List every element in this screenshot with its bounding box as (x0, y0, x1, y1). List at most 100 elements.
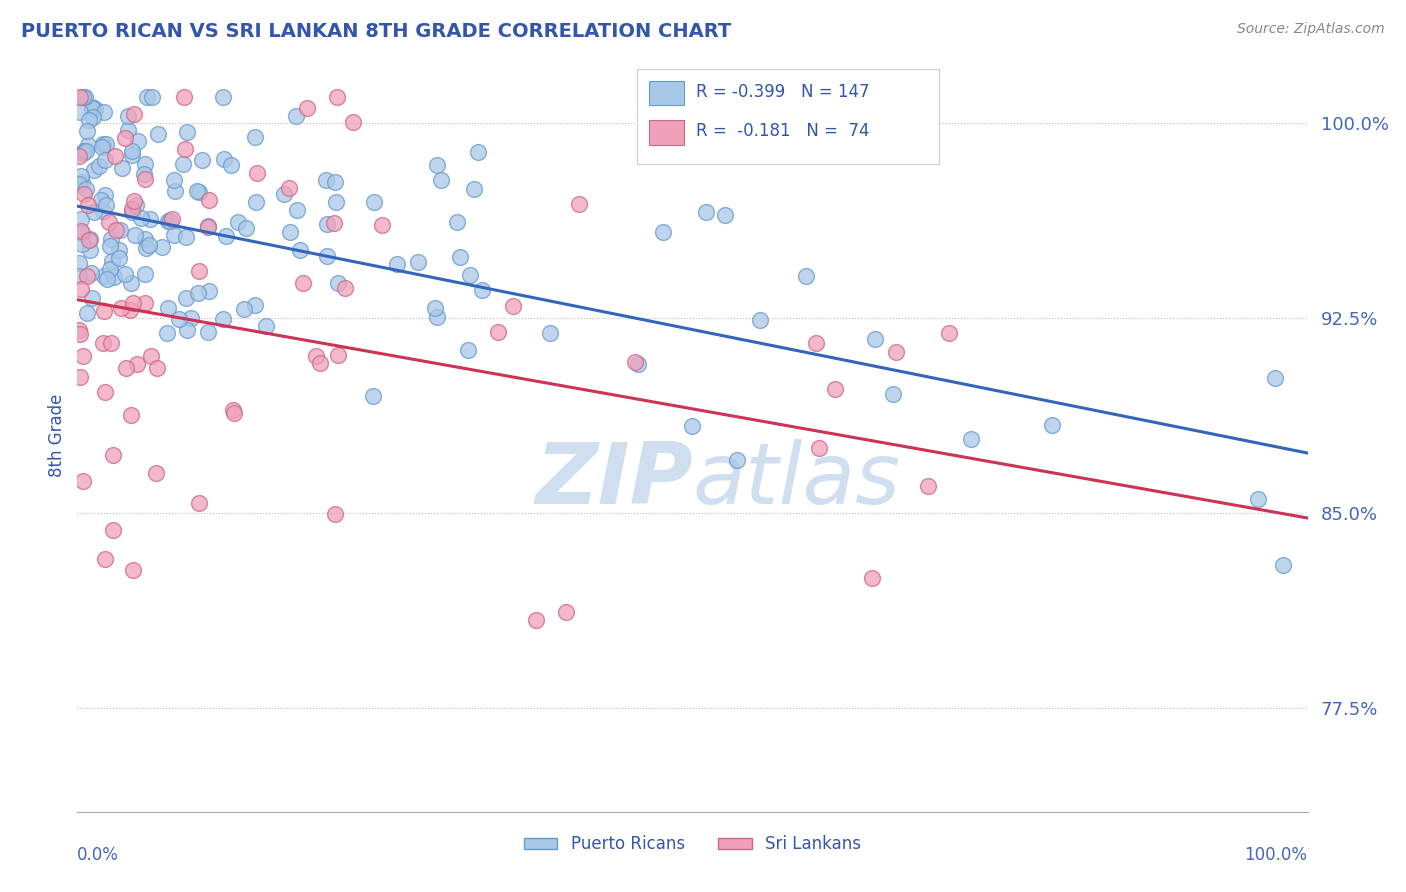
Point (471, 283, 494, 297)
Point (191, 153, 214, 167)
Point (132, 167, 155, 181)
Point (371, 218, 394, 232)
Point (72, 350, 94, 364)
Point (219, 158, 242, 172)
Point (235, 221, 257, 235)
Point (316, 217, 339, 231)
Point (363, 195, 385, 210)
Point (157, 301, 180, 315)
Point (326, 276, 349, 290)
Point (72, 146, 94, 161)
Point (426, 158, 449, 172)
Point (79, 233, 101, 247)
Point (121, 145, 143, 159)
Point (83, 163, 105, 178)
Point (212, 153, 235, 167)
Point (104, 149, 127, 163)
Point (804, 336, 827, 351)
Point (387, 256, 409, 270)
Point (198, 284, 221, 298)
Point (463, 182, 485, 196)
Text: R =  -0.181   N =  74: R = -0.181 N = 74 (696, 122, 870, 140)
Point (652, 225, 675, 239)
Point (134, 157, 156, 171)
Point (134, 231, 156, 245)
Point (90, 140, 112, 154)
Point (110, 301, 132, 315)
Point (108, 223, 131, 237)
Text: atlas: atlas (693, 439, 900, 522)
Point (93, 303, 115, 318)
Point (69, 90, 91, 104)
Point (254, 319, 277, 334)
Point (163, 184, 186, 198)
Point (486, 325, 509, 339)
Point (960, 432, 983, 446)
Point (121, 204, 143, 219)
Point (406, 254, 429, 268)
Point (114, 131, 136, 145)
Point (91, 136, 114, 151)
Point (67, 269, 90, 284)
Point (69, 326, 91, 341)
Point (146, 360, 169, 375)
Point (145, 467, 167, 481)
Point (105, 223, 128, 237)
Point (79, 232, 101, 246)
Point (120, 277, 142, 291)
Point (917, 479, 939, 493)
Point (76, 198, 98, 212)
Point (713, 208, 735, 222)
Point (91, 335, 114, 350)
Point (82, 100, 104, 114)
Point (134, 296, 156, 310)
Point (114, 268, 136, 282)
Point (103, 269, 125, 284)
Point (139, 349, 162, 363)
Point (173, 142, 195, 156)
Point (326, 348, 349, 362)
Point (122, 194, 145, 208)
Point (222, 403, 245, 417)
Point (526, 613, 548, 627)
Point (93, 268, 115, 283)
Point (117, 122, 139, 136)
Point (197, 325, 219, 339)
Point (176, 125, 198, 139)
Point (83, 205, 105, 219)
Point (77, 113, 100, 128)
Point (228, 214, 250, 228)
Point (361, 388, 384, 402)
Point (1264, 370, 1286, 384)
Point (285, 109, 308, 123)
Point (107, 252, 129, 266)
Point (176, 323, 198, 337)
Point (325, 194, 347, 209)
Point (69, 211, 91, 226)
Point (457, 343, 479, 357)
Point (76, 268, 98, 283)
Point (98, 261, 121, 276)
FancyBboxPatch shape (637, 70, 939, 163)
Point (188, 263, 211, 277)
Point (139, 212, 162, 227)
Point (232, 301, 254, 316)
Point (162, 211, 184, 226)
Point (429, 173, 451, 187)
Point (67, 256, 90, 270)
Point (82, 101, 104, 115)
Point (172, 157, 194, 171)
Point (156, 214, 179, 228)
Point (93, 105, 115, 120)
Point (77, 137, 100, 152)
Point (141, 90, 163, 104)
Y-axis label: 8th Grade: 8th Grade (48, 393, 66, 476)
Point (80, 266, 103, 280)
Point (186, 184, 208, 198)
Point (305, 349, 328, 363)
Point (309, 355, 332, 369)
Point (69, 369, 91, 384)
Point (538, 326, 561, 341)
Point (131, 211, 153, 225)
Point (159, 214, 181, 228)
